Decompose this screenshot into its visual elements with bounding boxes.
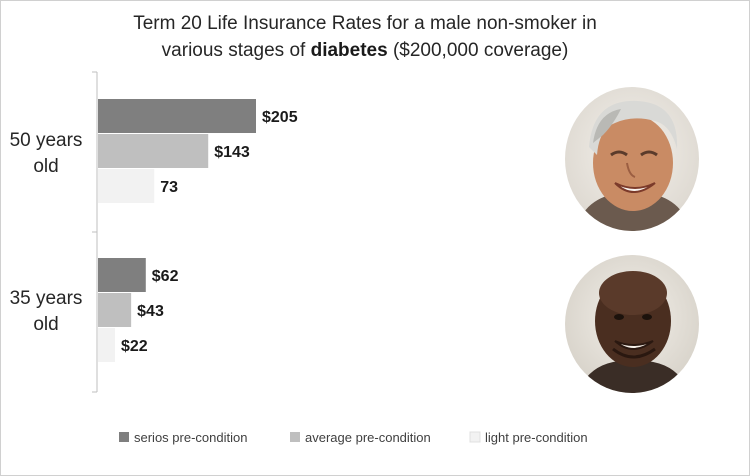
chart-title-line-2: various stages of diabetes ($200,000 cov… [0,37,730,64]
chart-title-emphasis: diabetes [310,40,388,61]
chart-title-line-1: Term 20 Life Insurance Rates for a male … [133,13,597,34]
labels-layer: $205 $62 $143 $43 73 $22 [121,109,298,355]
category-tick-label: 50 years old [10,130,83,177]
legend: serios pre-condition average pre-conditio… [119,430,588,445]
legend-swatch [469,431,481,443]
younger-man-icon [565,255,699,393]
bars-layer [98,99,256,362]
data-label: $205 [262,109,298,126]
younger-man-photo [563,253,701,395]
bar [98,99,256,133]
axis-layer: 50 years old 35 years old [10,71,98,393]
legend-swatch [290,432,300,442]
older-man-photo [563,85,701,233]
chart-title-line-2-end: ($200,000 coverage) [387,40,569,61]
data-label: $22 [121,338,148,355]
bar [98,258,146,292]
data-label: $143 [214,144,250,161]
older-man-icon [565,87,699,231]
bar [98,134,209,168]
bar [98,169,155,203]
legend-label: light pre-condition [485,430,588,445]
chart-title: Term 20 Life Insurance Rates for a male … [0,10,730,64]
legend-swatch [119,432,129,442]
chart-title-line-2-start: various stages of [161,40,311,61]
bar [98,328,115,362]
legend-label: serios pre-condition [134,430,247,445]
legend-label: average pre-condition [305,430,431,445]
category-tick-label: 35 years old [10,288,83,335]
data-label: 73 [160,179,178,196]
bar [98,293,132,327]
data-label: $62 [152,268,179,285]
data-label: $43 [137,303,164,320]
